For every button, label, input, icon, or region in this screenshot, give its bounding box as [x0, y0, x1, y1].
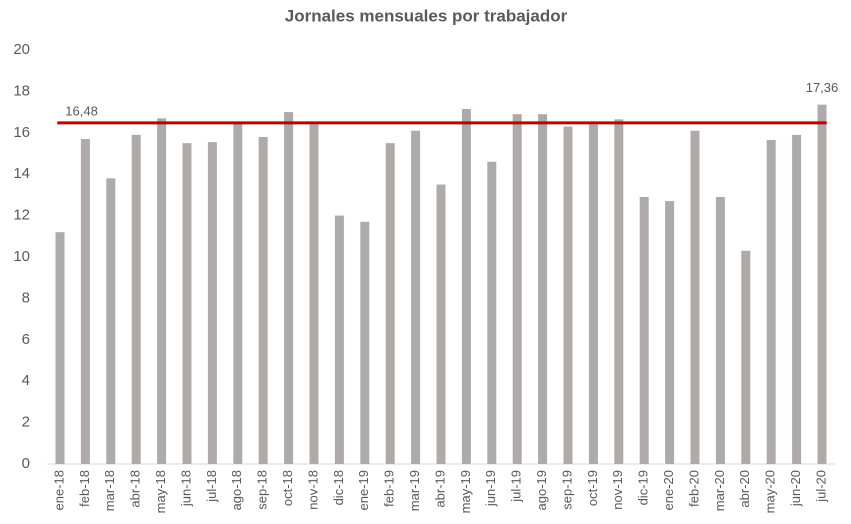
bar: [741, 250, 751, 464]
bar: [411, 130, 421, 465]
chart-title: Jornales mensuales por trabajador: [285, 6, 568, 25]
x-tick-label: dic-18: [331, 470, 346, 505]
x-tick-label: feb-20: [686, 470, 701, 507]
bar: [233, 122, 243, 464]
x-tick-label: ago-19: [534, 470, 549, 510]
x-tick-label: mar-19: [407, 470, 422, 511]
bar: [792, 134, 802, 464]
bar: [157, 118, 167, 464]
x-tick-label: may-19: [458, 470, 473, 513]
bar: [588, 124, 598, 465]
bar: [55, 232, 65, 464]
y-tick-label: 10: [13, 248, 30, 265]
x-tick-label: abr-19: [432, 470, 447, 508]
bar: [385, 143, 395, 464]
bar: [207, 142, 217, 465]
bar: [131, 134, 141, 464]
bar: [360, 221, 370, 464]
x-tick-label: jun-18: [178, 470, 193, 507]
x-tick-label: nov-18: [305, 470, 320, 510]
x-tick-label: mar-18: [102, 470, 117, 511]
x-tick-label: oct-18: [280, 470, 295, 506]
x-tick-label: abr-18: [128, 470, 143, 508]
x-tick-label: feb-18: [77, 470, 92, 507]
bar: [80, 139, 90, 464]
x-tick-label: jul-19: [509, 470, 524, 503]
bar: [766, 140, 776, 465]
x-tick-label: ene-19: [356, 470, 371, 510]
bar: [461, 108, 471, 465]
x-tick-label: nov-19: [610, 470, 625, 510]
bar: [639, 196, 649, 464]
x-tick-label: may-18: [153, 470, 168, 513]
bar: [284, 112, 294, 464]
x-tick-label: ene-18: [51, 470, 66, 510]
y-tick-label: 2: [22, 414, 30, 431]
bar: [563, 126, 573, 464]
x-tick-label: abr-20: [737, 470, 752, 508]
x-tick-label: ene-20: [661, 470, 676, 510]
y-tick-label: 8: [22, 289, 30, 306]
bar: [106, 178, 116, 464]
bar: [614, 119, 624, 464]
bar: [487, 161, 497, 464]
x-tick-label: dic-19: [636, 470, 651, 505]
y-tick-label: 16: [13, 124, 30, 141]
bar: [334, 215, 344, 464]
bar: [512, 114, 522, 465]
x-tick-label: jul-20: [813, 470, 828, 503]
x-tick-label: ago-18: [229, 470, 244, 510]
x-tick-label: sep-19: [559, 470, 574, 510]
bar: [182, 143, 192, 464]
x-tick-label: mar-20: [712, 470, 727, 511]
bar: [715, 196, 725, 464]
bar: [690, 130, 700, 465]
x-tick-label: jul-18: [204, 470, 219, 503]
x-tick-label: sep-18: [255, 470, 270, 510]
y-tick-label: 14: [13, 165, 30, 182]
bar: [817, 104, 827, 464]
y-tick-label: 18: [13, 82, 30, 99]
y-tick-label: 20: [13, 41, 30, 58]
reference-label: 16,48: [65, 103, 98, 118]
x-tick-label: may-20: [763, 470, 778, 513]
value-label: 17,36: [806, 80, 839, 95]
y-tick-label: 12: [13, 207, 30, 224]
bar: [436, 184, 446, 465]
y-tick-label: 4: [22, 372, 30, 389]
y-tick-label: 6: [22, 331, 30, 348]
x-tick-label: jun-20: [788, 470, 803, 507]
y-tick-label: 0: [22, 455, 30, 472]
x-tick-label: jun-19: [483, 470, 498, 507]
bar: [309, 124, 319, 465]
bar: [538, 114, 548, 465]
x-tick-label: oct-19: [585, 470, 600, 506]
x-tick-label: feb-19: [382, 470, 397, 507]
bar: [258, 136, 268, 464]
bar: [665, 201, 675, 465]
